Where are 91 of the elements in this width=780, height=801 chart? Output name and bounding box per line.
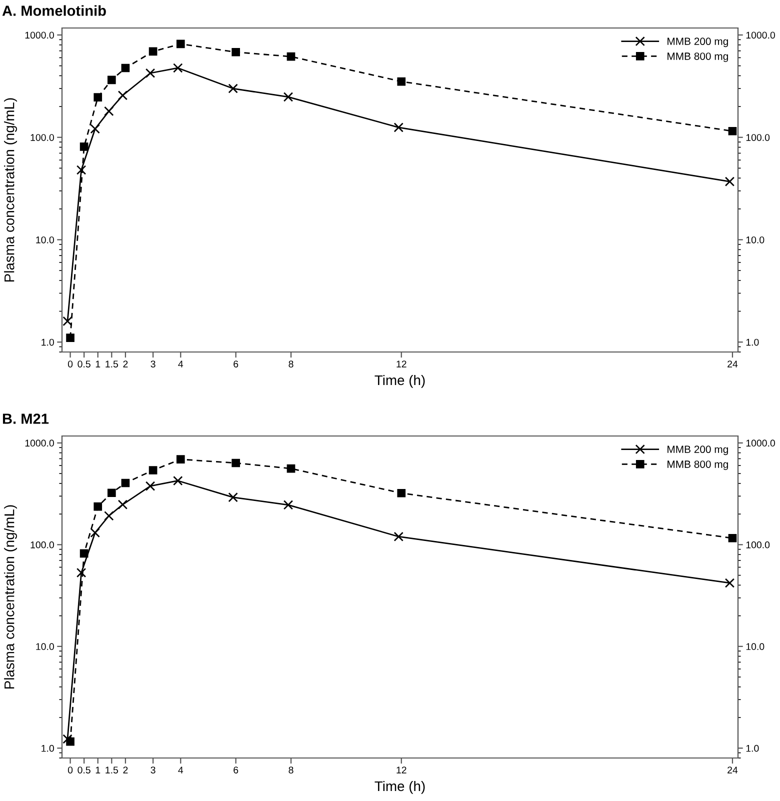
point [145, 481, 156, 491]
x-tick-label: 0.5 [78, 360, 90, 368]
point [724, 578, 735, 588]
x-tick-label: 24 [728, 766, 738, 774]
x-tick-label: 4 [178, 766, 184, 774]
y-tick-label: 1000.0 [25, 32, 54, 39]
text: 1000.0 [746, 440, 775, 447]
x-tick-label: 8 [288, 360, 294, 368]
y-tick-label: 100.0 [30, 541, 54, 548]
point [121, 478, 130, 488]
point [728, 126, 737, 136]
point [108, 488, 116, 498]
y-axis-title: Plasma concentration (ng/mL) [4, 505, 17, 688]
x-tick-label: 3 [150, 360, 156, 368]
point [148, 466, 158, 474]
text: 1.0 [746, 338, 759, 346]
x-tick-label: 8 [288, 766, 294, 774]
chart-title: A. Momelotinib [2, 5, 106, 16]
x-tick-label: 6 [234, 360, 238, 368]
text: 1.0 [746, 744, 759, 752]
point [724, 176, 735, 186]
chart-title: B. M21 [2, 414, 49, 424]
text: 1000.0 [746, 32, 775, 39]
y-tick-label: 1.0 [42, 338, 54, 346]
point [145, 68, 156, 78]
point [397, 77, 406, 86]
text: 100.0 [746, 134, 770, 141]
legend-label: MMB 200 mg [668, 446, 728, 456]
point [176, 455, 185, 464]
point [286, 464, 296, 473]
point [397, 488, 406, 498]
point [173, 476, 183, 486]
x-tick-label: 6 [234, 766, 238, 774]
point [283, 500, 294, 510]
y-tick-label: 100.0 [30, 134, 54, 141]
y-tick-label: 10.0 [36, 236, 54, 244]
point [76, 568, 86, 578]
point [80, 142, 88, 151]
point [66, 737, 74, 746]
point [286, 52, 296, 61]
point [118, 90, 128, 100]
x-tick-label: 1 [96, 360, 100, 368]
point [94, 502, 102, 511]
y-tick-label: 10.0 [36, 643, 54, 650]
x-tick-label: 1.5 [106, 360, 118, 368]
point [173, 63, 183, 73]
x-axis-title: Time (h) [374, 780, 425, 794]
point [104, 106, 114, 116]
point [232, 48, 240, 56]
x-tick-label: 0 [68, 360, 73, 368]
x-tick-label: 4 [178, 360, 184, 368]
legend-label: MMB 800 mg [668, 52, 728, 62]
point [176, 40, 185, 48]
y-tick-label: 1.0 [42, 744, 54, 752]
text: 10.0 [746, 643, 764, 650]
text: 100.0 [746, 541, 770, 548]
point [62, 316, 72, 326]
point [232, 458, 240, 468]
point [90, 528, 100, 538]
point [104, 510, 114, 521]
x-tick-label: 1.5 [106, 766, 118, 774]
point [228, 492, 238, 502]
legend-label: MMB 200 mg [668, 38, 728, 48]
x-tick-label: 0.5 [78, 766, 90, 774]
x-tick-label: 24 [728, 360, 738, 368]
point [76, 165, 86, 175]
x-tick-label: 12 [396, 360, 406, 368]
point [66, 334, 74, 342]
point [283, 92, 294, 102]
y-axis-title: Plasma concentration (ng/mL) [4, 98, 17, 282]
point [394, 532, 404, 542]
point [228, 84, 238, 94]
point [728, 534, 737, 542]
x-tick-label: 2 [123, 360, 128, 368]
x-axis-title: Time (h) [374, 374, 425, 388]
legend-label: MMB 800 mg [668, 460, 728, 470]
point [394, 122, 404, 132]
point [108, 76, 116, 84]
point [148, 47, 158, 56]
point [90, 124, 100, 134]
x-tick-label: 0 [68, 766, 73, 774]
point [118, 500, 128, 510]
x-tick-label: 2 [123, 766, 128, 774]
x-tick-label: 1 [96, 766, 100, 774]
y-tick-label: 1000.0 [25, 440, 54, 447]
point [80, 549, 88, 558]
point [94, 93, 102, 102]
point [121, 64, 130, 72]
text: 10.0 [746, 236, 764, 244]
x-tick-label: 3 [150, 766, 156, 774]
x-tick-label: 12 [396, 766, 406, 774]
